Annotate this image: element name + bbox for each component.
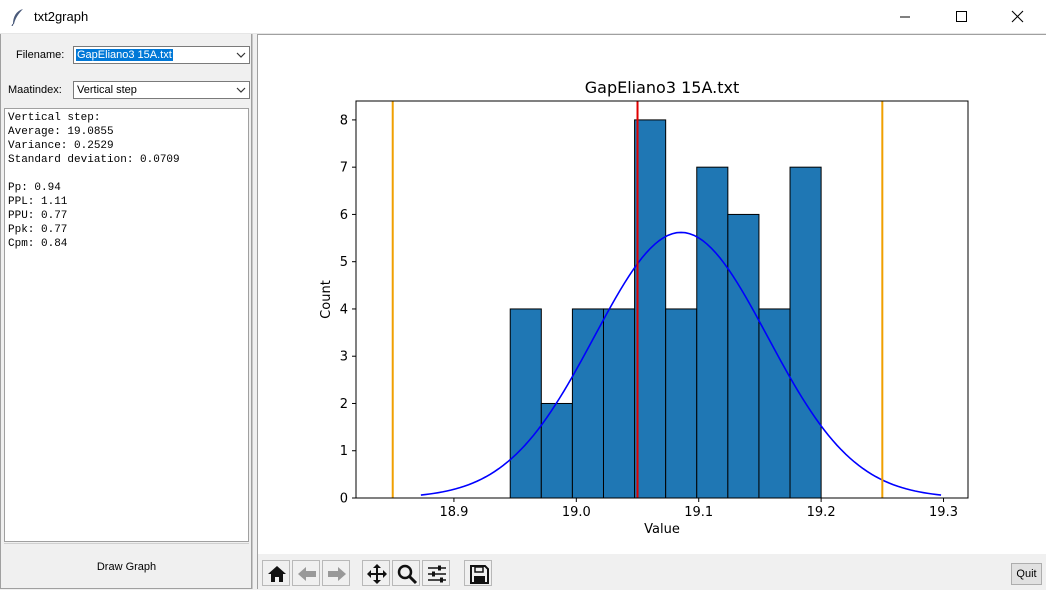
chevron-down-icon bbox=[236, 52, 246, 58]
histogram-bar bbox=[789, 166, 822, 499]
stats-line: PPU: 0.77 bbox=[8, 210, 68, 222]
stats-line: Variance: 0.2529 bbox=[8, 140, 114, 152]
y-tick-label: 7 bbox=[340, 161, 348, 176]
home-button[interactable] bbox=[262, 560, 290, 586]
stats-line bbox=[8, 167, 245, 181]
histogram-bar bbox=[571, 308, 604, 499]
x-axis-label: Value bbox=[644, 522, 680, 537]
x-tick-label: 18.9 bbox=[439, 505, 468, 520]
panel-splitter[interactable] bbox=[252, 34, 258, 589]
save-button[interactable] bbox=[464, 560, 492, 586]
y-tick-label: 2 bbox=[340, 397, 348, 412]
maatindex-dropdown[interactable]: Vertical step bbox=[73, 81, 250, 99]
axes-frame bbox=[355, 100, 969, 499]
quit-button[interactable]: Quit bbox=[1011, 563, 1042, 585]
stats-line: Average: 19.0855 bbox=[8, 126, 114, 138]
chart-title: GapEliano3 15A.txt bbox=[585, 78, 739, 97]
stats-line: Standard deviation: 0.0709 bbox=[8, 154, 180, 166]
stats-line: Pp: 0.94 bbox=[8, 182, 61, 194]
maatindex-label: Maatindex: bbox=[8, 84, 62, 96]
histogram-bar bbox=[665, 308, 698, 499]
histogram-bar bbox=[758, 308, 791, 499]
y-tick-label: 0 bbox=[340, 492, 348, 507]
chart-canvas: 18.9 19.0 19.1 19.2 19.3 0 1 2 3 4 5 6 7 8 GapEliano3 … bbox=[258, 34, 1046, 554]
maximize-icon bbox=[956, 11, 967, 22]
window-title: txt2graph bbox=[34, 9, 89, 24]
y-tick-label: 5 bbox=[340, 255, 348, 270]
configure-subplots-button[interactable] bbox=[422, 560, 450, 586]
zoom-icon bbox=[397, 564, 418, 585]
y-tick-label: 4 bbox=[340, 302, 348, 317]
y-tick-label: 6 bbox=[340, 208, 348, 223]
close-button[interactable] bbox=[994, 0, 1040, 34]
navigation-toolbar: Quit bbox=[258, 554, 1046, 589]
filename-dropdown[interactable]: GapEliano3 15A.txt bbox=[73, 46, 250, 64]
maatindex-value: Vertical step bbox=[77, 84, 137, 96]
pan-icon bbox=[367, 564, 387, 584]
back-button[interactable] bbox=[292, 560, 320, 586]
histogram-bar bbox=[602, 308, 636, 499]
forward-button[interactable] bbox=[322, 560, 350, 586]
x-tick-label: 19.2 bbox=[807, 505, 836, 520]
normal-distribution-curve bbox=[420, 231, 942, 496]
histogram-bar bbox=[634, 119, 667, 499]
stats-line: PPL: 1.11 bbox=[8, 196, 68, 208]
filename-label: Filename: bbox=[16, 49, 65, 61]
y-tick-label: 1 bbox=[340, 444, 348, 459]
histogram-bar bbox=[509, 308, 542, 499]
minimize-icon bbox=[900, 16, 910, 18]
y-tick-label: 3 bbox=[340, 350, 348, 365]
histogram-bar bbox=[727, 213, 760, 499]
stats-line: Vertical step: bbox=[8, 112, 101, 124]
histogram-bar bbox=[696, 166, 729, 499]
maximize-button[interactable] bbox=[938, 0, 984, 34]
draw-graph-button[interactable]: Draw Graph bbox=[4, 543, 249, 589]
close-icon bbox=[1011, 10, 1024, 23]
save-icon bbox=[470, 565, 489, 584]
filename-value: GapEliano3 15A.txt bbox=[76, 49, 173, 61]
zoom-button[interactable] bbox=[392, 560, 420, 586]
configure-subplots-icon bbox=[428, 565, 446, 583]
home-icon bbox=[268, 566, 286, 582]
back-arrow-icon bbox=[298, 567, 316, 581]
stats-line: Ppk: 0.77 bbox=[8, 224, 68, 236]
feather-icon bbox=[11, 9, 23, 26]
x-tick-label: 19.1 bbox=[684, 505, 713, 520]
minimize-button[interactable] bbox=[882, 0, 928, 34]
forward-arrow-icon bbox=[328, 567, 346, 581]
y-axis-label: Count bbox=[319, 280, 334, 319]
chevron-down-icon bbox=[236, 87, 246, 93]
y-tick-label: 8 bbox=[340, 113, 348, 128]
histogram-chart: 18.9 19.0 19.1 19.2 19.3 0 1 2 3 4 5 6 7 8 GapEliano3 … bbox=[319, 78, 969, 537]
stats-text-area[interactable]: Vertical step: Average: 19.0855 Variance… bbox=[4, 108, 249, 542]
title-bar: txt2graph bbox=[0, 0, 1046, 34]
x-tick-label: 19.0 bbox=[562, 505, 591, 520]
stats-line: Cpm: 0.84 bbox=[8, 238, 68, 250]
pan-button[interactable] bbox=[362, 560, 390, 586]
x-tick-label: 19.3 bbox=[929, 505, 958, 520]
